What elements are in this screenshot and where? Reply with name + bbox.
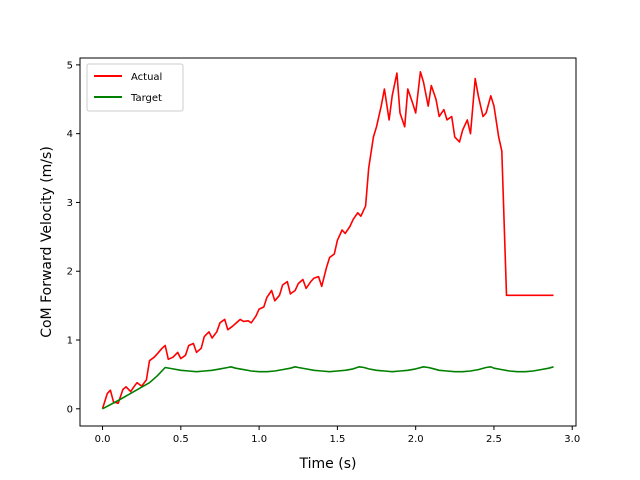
series-line-target xyxy=(102,365,554,410)
legend-label-target: Target xyxy=(130,93,162,104)
x-tick-label: 2.0 xyxy=(408,434,424,445)
x-tick-label: 0.5 xyxy=(173,434,189,445)
y-tick-label: 4 xyxy=(67,129,73,140)
y-tick-label: 5 xyxy=(67,60,73,71)
plot-background xyxy=(80,58,576,426)
legend-label-actual: Actual xyxy=(131,72,162,83)
x-tick-label: 2.5 xyxy=(486,434,502,445)
plot-frame xyxy=(79,57,577,427)
y-tick-label: 1 xyxy=(67,336,73,347)
x-tick-label: 1.0 xyxy=(251,434,267,445)
y-tick-label: 2 xyxy=(67,267,73,278)
x-axis-ticks: 0.0 0.5 1.0 1.5 2.0 2.5 3.0 xyxy=(95,426,580,445)
x-tick-label: 0.0 xyxy=(95,434,111,445)
y-axis-ticks: 0 1 2 3 4 5 xyxy=(67,60,80,415)
series-layer xyxy=(101,71,554,410)
x-tick-label: 1.5 xyxy=(329,434,345,445)
series-line-actual xyxy=(101,71,554,410)
legend: Actual Target xyxy=(86,63,184,112)
x-tick-label: 3.0 xyxy=(564,434,580,445)
y-tick-label: 0 xyxy=(67,404,73,415)
y-tick-label: 3 xyxy=(67,198,73,209)
y-axis-label: CoM Forward Velocity (m/s) xyxy=(39,146,55,338)
x-axis-label: Time (s) xyxy=(299,456,357,472)
